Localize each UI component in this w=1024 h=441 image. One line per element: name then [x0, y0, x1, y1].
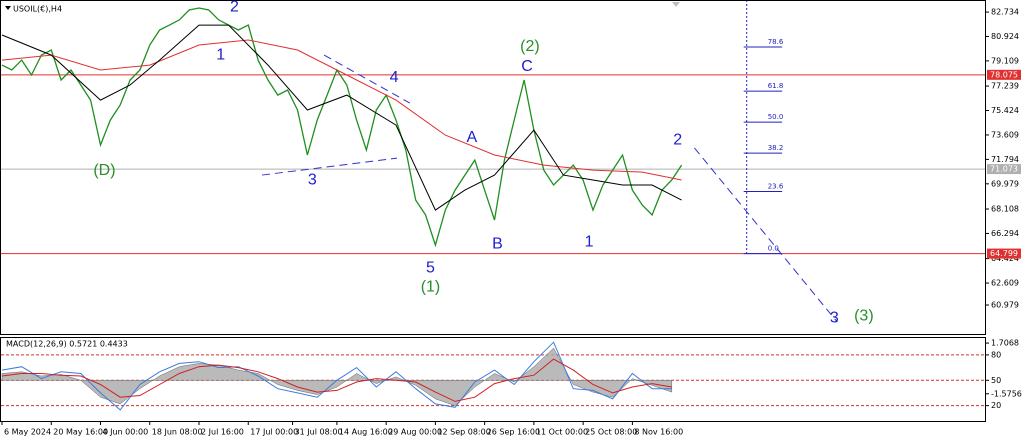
x-tick-label: 25 Oct 08:00 — [585, 428, 637, 437]
chart-title: USOIL(€),H4 — [13, 5, 62, 14]
y-tick-label: 75.424 — [991, 106, 1019, 115]
x-tick-label: 17 Jul 00:00 — [250, 428, 298, 437]
indicator-line — [1, 358, 672, 402]
wave-label: 3 — [308, 171, 317, 188]
y-tick-label: 71.794 — [991, 155, 1019, 164]
y-tick-label: 64.424 — [991, 254, 1019, 263]
fib-label: 38.2 — [768, 144, 784, 152]
fib-label: 23.6 — [768, 182, 784, 190]
symbol-arrow — [5, 6, 11, 10]
wave-label: 4 — [390, 69, 399, 86]
price-level-label: 64.799 — [990, 249, 1018, 258]
x-tick-label: 11 Oct 00:00 — [536, 428, 588, 437]
x-tick-label: 12 Sep 08:00 — [437, 428, 490, 437]
fib-label: 61.8 — [768, 82, 784, 90]
price-axis: 82.734 80.924 79.109 77.239 75.424 73.609 71.7… — [1, 8, 1021, 437]
sub-panel-border — [0, 337, 986, 422]
plot-area: 78.6 61.8 50.0 38.2 23.6 0.0 2 1 (D) 3 4 A B (2) C 5 (1)… — [1, 0, 985, 326]
y-tick-label: 77.239 — [991, 82, 1019, 91]
price-line — [1, 7, 683, 248]
x-tick-label: 6 May 2024 — [4, 428, 51, 437]
fib-label: 50.0 — [768, 113, 784, 121]
y-tick-label: -1.5756 — [991, 389, 1022, 398]
wave-label: (3) — [854, 307, 874, 324]
fib-label: 78.6 — [768, 38, 784, 46]
wave-label: 1 — [216, 46, 225, 63]
x-tick-label: 20 May 16:00 — [53, 428, 108, 437]
y-tick-label: 73.609 — [991, 130, 1019, 139]
indicator-area — [1, 341, 985, 411]
x-tick-label: 31 Jul 08:00 — [295, 428, 343, 437]
x-tick-label: 2 Jul 16:00 — [201, 428, 244, 437]
wave-label: (D) — [93, 162, 115, 179]
wave-label: (2) — [520, 38, 540, 55]
wave-label: 2 — [230, 0, 239, 15]
indicator-title: MACD(12,26,9) 0.5721 0.4433 — [6, 340, 128, 349]
moving-average — [1, 24, 682, 211]
wave-label: C — [521, 58, 533, 75]
y-tick-label: 80.924 — [991, 32, 1019, 41]
y-tick-label: 68.108 — [991, 205, 1019, 214]
wave-label: B — [492, 235, 503, 252]
y-tick-label: 50 — [991, 376, 1001, 385]
x-tick-label: 26 Sep 16:00 — [487, 428, 540, 437]
fib-label: 0.0 — [768, 245, 779, 253]
indicator-line — [1, 341, 672, 411]
x-tick-label: 29 Aug 00:00 — [388, 428, 442, 437]
y-tick-label: 66.294 — [991, 229, 1019, 238]
indicator-axis: 1.7068 80 50 -1.5756 20 — [985, 339, 1022, 410]
main-panel-border — [0, 0, 986, 335]
y-tick-label: 20 — [991, 401, 1001, 410]
price-level-box — [987, 69, 1021, 80]
y-tick-label: 82.734 — [991, 8, 1019, 17]
wave-label: 1 — [585, 233, 594, 250]
y-tick-label: 1.7068 — [991, 339, 1019, 348]
price-level-box — [987, 164, 1021, 175]
y-tick-label: 69.979 — [991, 179, 1019, 188]
x-tick-label: 4 Jun 00:00 — [103, 428, 149, 437]
y-tick-label: 62.609 — [991, 279, 1019, 288]
trendline — [694, 147, 838, 323]
y-tick-label: 79.109 — [991, 56, 1019, 65]
trendline — [323, 54, 411, 104]
y-tick-label: 80 — [991, 350, 1001, 359]
price-level-label: 71.073 — [990, 165, 1018, 174]
wave-label: A — [467, 129, 478, 146]
trendline — [261, 157, 398, 176]
x-tick-label: 18 Jun 08:00 — [152, 428, 203, 437]
y-tick-label: 60.979 — [991, 301, 1019, 310]
histogram-area — [1, 347, 673, 406]
moving-average — [1, 39, 682, 181]
x-tick-label: 8 Nov 16:00 — [634, 428, 683, 437]
wave-label: 3 — [830, 309, 839, 326]
wave-label: (1) — [421, 278, 441, 295]
price-level-label: 78.075 — [990, 70, 1018, 79]
shift-marker — [672, 2, 680, 7]
wave-label: 2 — [673, 131, 682, 148]
wave-label: 5 — [426, 259, 435, 276]
price-level-box — [987, 248, 1021, 259]
x-tick-label: 14 Aug 16:00 — [339, 428, 393, 437]
